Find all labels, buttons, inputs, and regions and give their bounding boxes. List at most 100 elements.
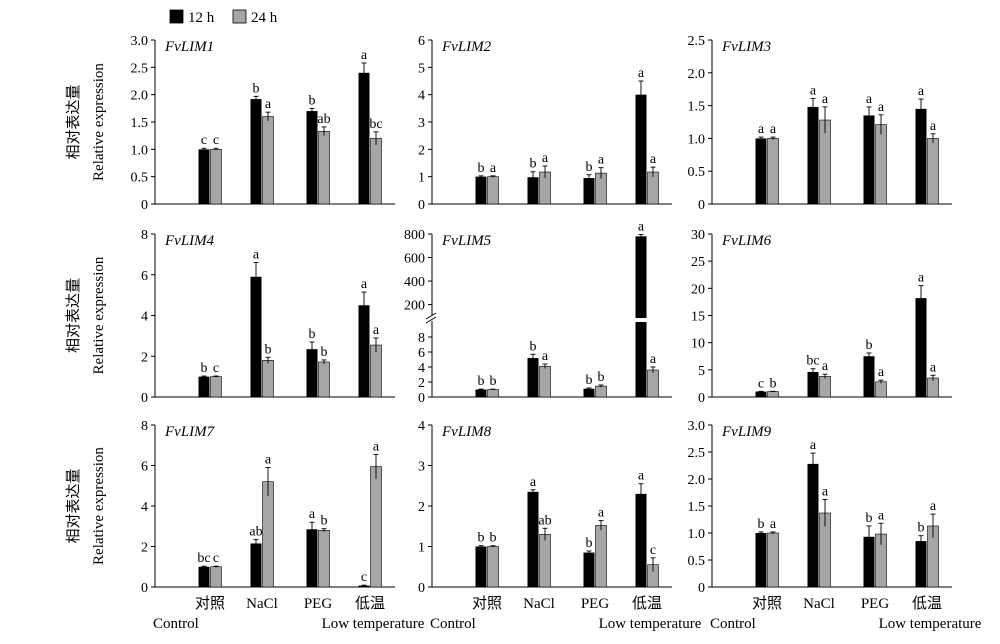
significance-label: b <box>866 511 873 526</box>
significance-label: b <box>586 373 593 388</box>
y-tick-label: 2 <box>141 541 148 556</box>
y-tick-label: 0 <box>141 391 148 406</box>
x-category-label: 对照 <box>195 595 225 612</box>
bar-fvlim8-12h <box>635 493 647 587</box>
legend-swatch-24h <box>232 9 247 24</box>
x-category-label-en-low-temperature: Low temperature <box>322 616 425 632</box>
bar-fvlim7-12h <box>250 543 262 587</box>
y-tick-label: 6 <box>141 269 148 284</box>
significance-label: ab <box>249 524 262 539</box>
y-tick-label: 3 <box>418 460 425 475</box>
y-tick-label: 2.0 <box>131 89 149 104</box>
y-tick-label: 6 <box>141 460 148 475</box>
significance-label: a <box>822 485 829 500</box>
bar-fvlim4-12h <box>306 349 318 397</box>
y-tick-label: 2 <box>418 376 425 391</box>
y-tick-label: 3.0 <box>688 419 706 434</box>
y-tick-label: 200 <box>404 299 425 314</box>
legend-label-24h: 24 h <box>251 10 278 26</box>
significance-label: c <box>361 570 367 585</box>
bar-fvlim6-12h <box>915 298 927 397</box>
x-category-label-en-control: Control <box>710 616 756 632</box>
y-tick-label: 0 <box>141 581 148 596</box>
y-tick-label: 0 <box>418 198 425 213</box>
y-tick-label: 0 <box>698 391 705 406</box>
y-tick-label: 0.5 <box>131 171 149 186</box>
significance-label: a <box>758 122 765 137</box>
axis-break-mark <box>425 312 437 320</box>
bar-fvlim3-24h <box>927 138 939 205</box>
significance-label: a <box>598 153 605 168</box>
x-category-label-en-low-temperature: Low temperature <box>599 616 702 632</box>
x-category-label: 对照 <box>752 595 782 612</box>
bar-fvlim4-24h <box>370 344 382 398</box>
bar-fvlim6-12h <box>755 391 767 397</box>
significance-label: b <box>758 517 765 532</box>
significance-label: b <box>201 361 208 376</box>
bar-fvlim9-12h <box>915 541 927 587</box>
y-tick-label: 1 <box>418 171 425 186</box>
significance-label: c <box>213 361 219 376</box>
panel-title: FvLIM7 <box>164 424 216 440</box>
x-category-label: 对照 <box>472 595 502 612</box>
significance-label: bc <box>369 117 382 132</box>
y-axis-label-en-row2: Relative expression <box>91 256 107 374</box>
significance-label: a <box>638 66 645 81</box>
bar-fvlim6-24h <box>927 377 939 398</box>
y-tick-label: 2.5 <box>688 34 706 49</box>
y-tick-label: 10 <box>691 337 705 352</box>
bar-fvlim8-12h <box>527 491 539 587</box>
panel-title: FvLIM1 <box>164 39 214 55</box>
panel-title: FvLIM3 <box>721 39 771 55</box>
y-tick-label: 6 <box>418 34 425 49</box>
bar-fvlim8-12h <box>583 552 595 587</box>
bar-fvlim7-12h <box>358 585 370 587</box>
y-axis-labels: 相对表达量 Relative expression 相对表达量 Relative ex… <box>65 63 107 565</box>
significance-label: a <box>265 453 272 468</box>
bar-fvlim5-24h <box>647 369 659 398</box>
significance-label: b <box>866 338 873 353</box>
bar-fvlim5-24h <box>595 385 607 398</box>
y-tick-label: 3 <box>418 116 425 131</box>
significance-label: b <box>478 374 485 389</box>
y-tick-label: 1.0 <box>688 132 706 147</box>
significance-label: a <box>638 220 645 235</box>
y-tick-label: 4 <box>141 500 148 515</box>
significance-label: a <box>878 508 885 523</box>
y-axis-label-en-row1: Relative expression <box>91 63 107 181</box>
y-tick-label: 0 <box>141 198 148 213</box>
significance-label: a <box>638 469 645 484</box>
x-category-label-en-low-temperature: Low temperature <box>879 616 982 632</box>
legend-label-12h: 12 h <box>188 10 215 26</box>
x-category-label-en-control: Control <box>153 616 199 632</box>
y-tick-label: 1.5 <box>688 500 706 515</box>
bar-fvlim2-12h <box>475 176 487 204</box>
bar-fvlim7-12h <box>306 529 318 587</box>
significance-label: a <box>878 100 885 115</box>
bar-fvlim4-24h <box>262 360 274 398</box>
y-tick-label: 0 <box>698 581 705 596</box>
bar-fvlim2-12h <box>527 177 539 204</box>
significance-label: b <box>530 157 537 172</box>
bar-fvlim6-24h <box>767 391 779 398</box>
y-tick-label: 8 <box>141 228 148 243</box>
bar-fvlim6-12h <box>863 356 875 397</box>
bar-fvlim7-24h <box>262 481 274 588</box>
significance-label: c <box>650 543 656 558</box>
panel-title: FvLIM9 <box>721 424 772 440</box>
significance-label: b <box>490 374 497 389</box>
x-category-label: PEG <box>861 596 890 612</box>
x-category-label: PEG <box>304 596 333 612</box>
significance-label: bc <box>197 551 210 566</box>
y-tick-label: 5 <box>418 61 425 76</box>
significance-label: b <box>490 531 497 546</box>
significance-label: a <box>810 438 817 453</box>
y-tick-label: 5 <box>698 364 705 379</box>
significance-label: c <box>758 376 764 391</box>
y-tick-label: 2.5 <box>688 446 706 461</box>
